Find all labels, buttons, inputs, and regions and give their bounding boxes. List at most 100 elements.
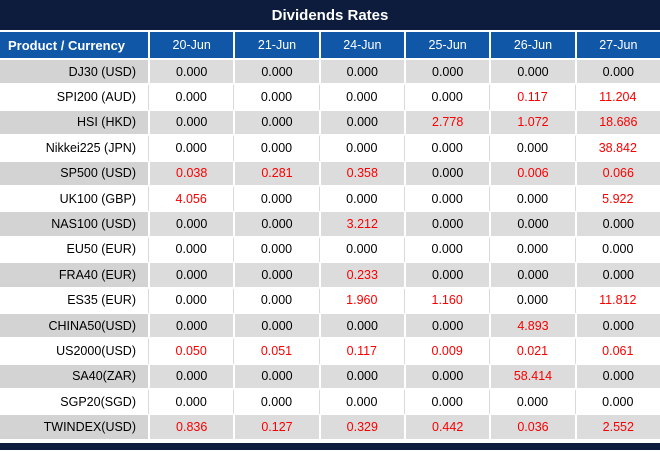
page-title: Dividends Rates	[271, 6, 389, 24]
product-cell: SA40(ZAR)	[0, 364, 148, 391]
value-cell: 0.000	[318, 186, 404, 213]
value-cell: 1.960	[318, 288, 404, 314]
value-cell: 0.000	[574, 390, 660, 416]
table-row: SGP20(SGD) 0.000 0.000 0.000 0.000 0.000 0.000	[0, 390, 660, 416]
value-cell: 0.000	[233, 390, 319, 416]
value-cell: 0.000	[233, 313, 319, 340]
value-cell: 0.000	[574, 212, 660, 238]
value-cell: 0.000	[489, 136, 575, 162]
value-cell: 0.836	[148, 415, 234, 441]
value-cell: 0.281	[233, 161, 319, 187]
value-cell: 0.000	[233, 85, 319, 111]
value-cell: 0.000	[403, 364, 490, 391]
value-cell: 0.021	[489, 339, 575, 365]
product-cell: EU50 (EUR)	[0, 237, 148, 264]
value-cell: 0.000	[233, 364, 319, 391]
value-cell: 0.117	[318, 339, 404, 365]
value-cell: 0.000	[148, 85, 234, 111]
table-row: SP500 (USD) 0.038 0.281 0.358 0.000 0.006 0.06…	[0, 161, 660, 187]
value-cell: 0.000	[318, 136, 404, 162]
value-cell: 11.204	[574, 85, 660, 111]
value-cell: 0.000	[574, 313, 660, 340]
value-cell: 0.006	[489, 161, 575, 187]
product-cell: Nikkei225 (JPN)	[0, 136, 148, 162]
column-header-date: 27-Jun	[574, 32, 660, 60]
value-cell: 0.000	[233, 110, 319, 137]
value-cell: 0.000	[489, 212, 575, 238]
table-row: SA40(ZAR) 0.000 0.000 0.000 0.000 58.414 0.000	[0, 364, 660, 391]
value-cell: 0.000	[233, 212, 319, 238]
value-cell: 0.000	[148, 212, 234, 238]
value-cell: 0.000	[233, 186, 319, 213]
value-cell: 0.000	[489, 237, 575, 264]
product-cell: FRA40 (EUR)	[0, 263, 148, 289]
product-cell: NAS100 (USD)	[0, 212, 148, 238]
table-row: US2000(USD) 0.050 0.051 0.117 0.009 0.021 0.06…	[0, 339, 660, 365]
value-cell: 0.000	[403, 186, 490, 213]
value-cell: 0.000	[148, 263, 234, 289]
value-cell: 0.066	[574, 161, 660, 187]
table-row: HSI (HKD) 0.000 0.000 0.000 2.778 1.072 18.686	[0, 110, 660, 137]
value-cell: 0.000	[403, 161, 490, 187]
value-cell: 0.000	[318, 237, 404, 264]
value-cell: 0.036	[489, 415, 575, 441]
column-header-date: 24-Jun	[318, 32, 404, 60]
value-cell: 0.000	[318, 390, 404, 416]
product-cell: ES35 (EUR)	[0, 288, 148, 314]
value-cell: 0.000	[318, 313, 404, 340]
value-cell: 18.686	[574, 110, 660, 137]
value-cell: 0.000	[148, 136, 234, 162]
product-cell: DJ30 (USD)	[0, 60, 148, 86]
value-cell: 0.000	[403, 237, 490, 264]
value-cell: 0.000	[233, 263, 319, 289]
product-cell: UK100 (GBP)	[0, 186, 148, 213]
value-cell: 1.072	[489, 110, 575, 137]
value-cell: 0.000	[233, 237, 319, 264]
value-cell: 0.358	[318, 161, 404, 187]
product-cell: TWINDEX(USD)	[0, 415, 148, 441]
table-row: FRA40 (EUR) 0.000 0.000 0.233 0.000 0.000 0.00…	[0, 263, 660, 289]
value-cell: 0.000	[148, 288, 234, 314]
value-cell: 0.000	[574, 237, 660, 264]
value-cell: 0.000	[403, 313, 490, 340]
value-cell: 5.922	[574, 186, 660, 213]
value-cell: 38.842	[574, 136, 660, 162]
value-cell: 0.000	[403, 60, 490, 86]
value-cell: 0.038	[148, 161, 234, 187]
value-cell: 0.009	[403, 339, 490, 365]
value-cell: 0.000	[403, 85, 490, 111]
table-row: UK100 (GBP) 4.056 0.000 0.000 0.000 0.000 5.92…	[0, 186, 660, 213]
value-cell: 0.127	[233, 415, 319, 441]
value-cell: 0.000	[148, 364, 234, 391]
column-header-date: 26-Jun	[489, 32, 575, 60]
product-cell: SGP20(SGD)	[0, 390, 148, 416]
value-cell: 2.778	[403, 110, 490, 137]
column-header-product: Product / Currency	[0, 32, 148, 60]
value-cell: 58.414	[489, 364, 575, 391]
panel-bottom-bar	[0, 442, 660, 450]
table-row: DJ30 (USD) 0.000 0.000 0.000 0.000 0.000 0.000	[0, 60, 660, 86]
value-cell: 11.812	[574, 288, 660, 314]
value-cell: 0.050	[148, 339, 234, 365]
value-cell: 0.000	[489, 263, 575, 289]
value-cell: 0.000	[148, 313, 234, 340]
value-cell: 0.000	[148, 390, 234, 416]
value-cell: 0.000	[403, 212, 490, 238]
table-header-row: Product / Currency 20-Jun 21-Jun 24-Jun …	[0, 32, 660, 60]
table-row: EU50 (EUR) 0.000 0.000 0.000 0.000 0.000 0.000	[0, 237, 660, 264]
value-cell: 2.552	[574, 415, 660, 441]
table-row: ES35 (EUR) 0.000 0.000 1.960 1.160 0.000 11.81…	[0, 288, 660, 314]
column-header-date: 20-Jun	[148, 32, 234, 60]
product-cell: CHINA50(USD)	[0, 313, 148, 340]
value-cell: 3.212	[318, 212, 404, 238]
product-cell: SP500 (USD)	[0, 161, 148, 187]
value-cell: 0.000	[148, 60, 234, 86]
value-cell: 0.051	[233, 339, 319, 365]
value-cell: 0.000	[574, 263, 660, 289]
value-cell: 0.000	[489, 390, 575, 416]
product-cell: SPI200 (AUD)	[0, 85, 148, 111]
value-cell: 0.000	[574, 60, 660, 86]
value-cell: 0.000	[233, 288, 319, 314]
product-cell: US2000(USD)	[0, 339, 148, 365]
